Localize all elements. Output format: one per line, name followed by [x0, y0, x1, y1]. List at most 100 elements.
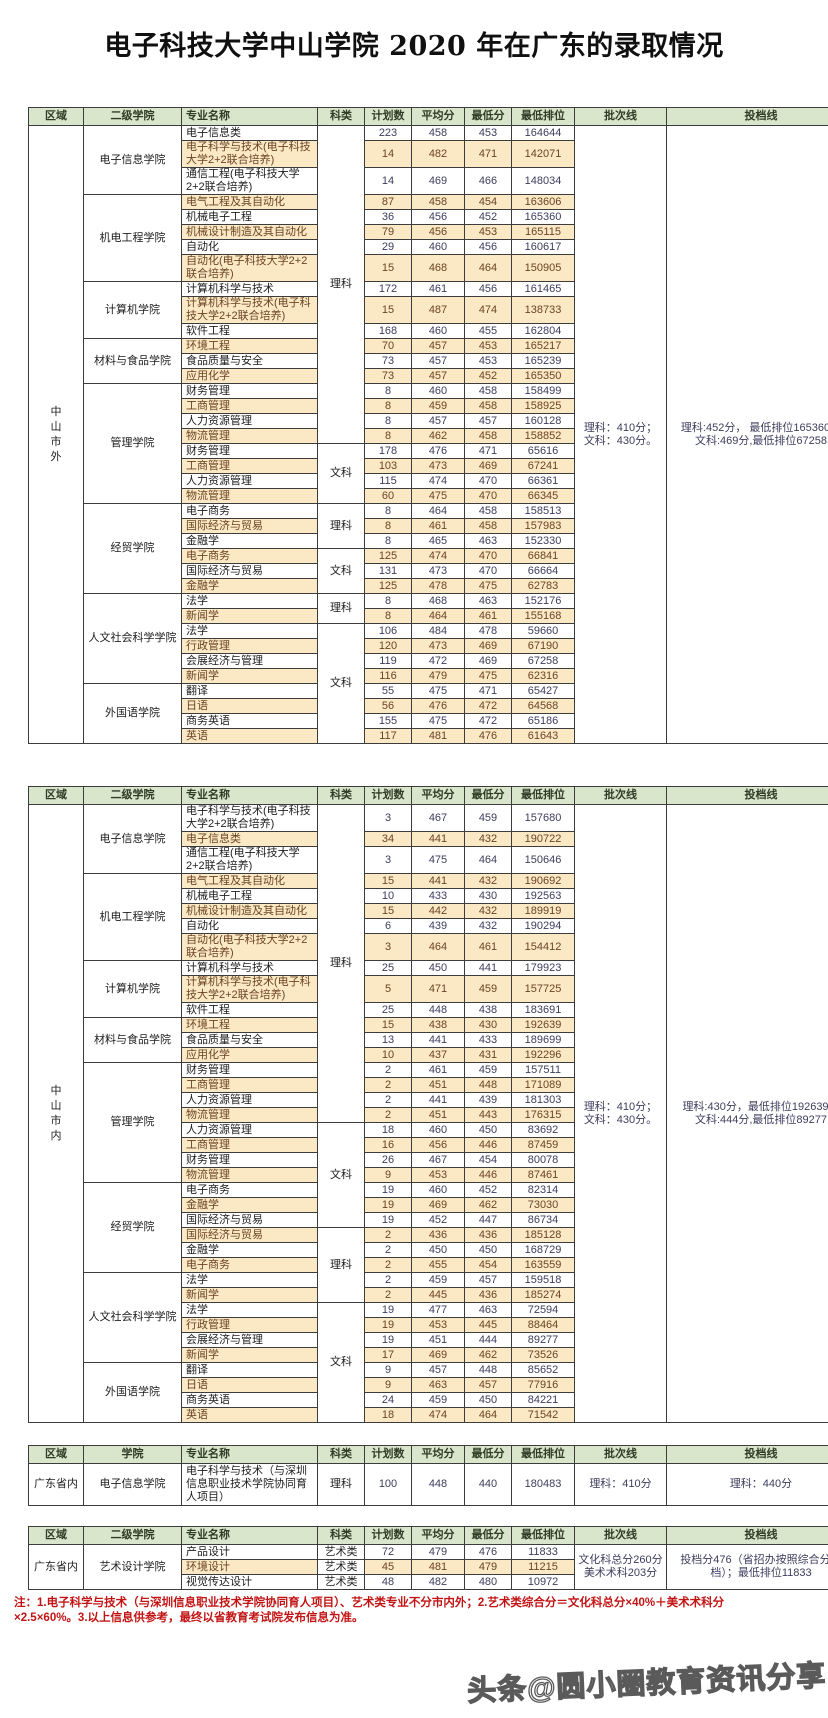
- average-score-cell: 461: [412, 282, 465, 297]
- college-cell: 计算机学院: [84, 282, 182, 339]
- major-cell: 电子科学与技术（与深圳信息职业技术学院协同育人项目）: [182, 1464, 318, 1506]
- plan-count-cell: 103: [365, 459, 412, 474]
- average-score-cell: 464: [412, 609, 465, 624]
- minimum-score-cell: 459: [465, 805, 512, 832]
- average-score-cell: 456: [412, 225, 465, 240]
- minimum-score-cell: 453: [465, 225, 512, 240]
- average-score-cell: 450: [412, 961, 465, 976]
- minimum-rank-cell: 66841: [512, 549, 575, 564]
- minimum-score-cell: 471: [465, 141, 512, 168]
- plan-count-cell: 8: [365, 414, 412, 429]
- major-cell: 软件工程: [182, 1003, 318, 1018]
- minimum-score-cell: 474: [465, 297, 512, 324]
- table-zhongshan-outside: 区域二级学院专业名称科类计划数平均分最低分最低排位批次线投档线中 山 市 外电子…: [28, 107, 807, 744]
- average-score-cell: 476: [412, 699, 465, 714]
- major-cell: 应用化学: [182, 1048, 318, 1063]
- minimum-score-cell: 470: [465, 549, 512, 564]
- minimum-score-cell: 461: [465, 609, 512, 624]
- minimum-score-cell: 436: [465, 1288, 512, 1303]
- minimum-rank-cell: 158852: [512, 429, 575, 444]
- minimum-score-cell: 458: [465, 384, 512, 399]
- average-score-cell: 482: [412, 1575, 465, 1590]
- admissions-grid: 区域二级学院专业名称科类计划数平均分最低分最低排位批次线投档线广东省内艺术设计学…: [28, 1526, 828, 1590]
- column-header: 投档线: [667, 1527, 828, 1545]
- minimum-rank-cell: 142071: [512, 141, 575, 168]
- major-cell: 物流管理: [182, 1168, 318, 1183]
- average-score-cell: 459: [412, 1393, 465, 1408]
- major-cell: 会展经济与管理: [182, 1333, 318, 1348]
- minimum-rank-cell: 158925: [512, 399, 575, 414]
- average-score-cell: 473: [412, 459, 465, 474]
- average-score-cell: 450: [412, 1243, 465, 1258]
- column-header: 科类: [318, 108, 365, 126]
- subject-category-cell: 理科: [318, 504, 365, 549]
- table-guangdong-cooperative: 区域学院专业名称科类计划数平均分最低分最低排位批次线投档线广东省内电子信息学院电…: [28, 1445, 807, 1506]
- minimum-rank-cell: 168729: [512, 1243, 575, 1258]
- column-header: 批次线: [575, 1527, 667, 1545]
- batch-line-cell: 文化科总分260分 美术术科203分: [575, 1545, 667, 1590]
- average-score-cell: 451: [412, 1108, 465, 1123]
- minimum-score-cell: 452: [465, 1183, 512, 1198]
- minimum-rank-cell: 165217: [512, 339, 575, 354]
- average-score-cell: 473: [412, 639, 465, 654]
- minimum-rank-cell: 152330: [512, 534, 575, 549]
- plan-count-cell: 9: [365, 1363, 412, 1378]
- average-score-cell: 461: [412, 1063, 465, 1078]
- minimum-rank-cell: 86734: [512, 1213, 575, 1228]
- plan-count-cell: 8: [365, 384, 412, 399]
- plan-count-cell: 178: [365, 444, 412, 459]
- region-cell: 中 山 市 外: [29, 126, 84, 744]
- plan-count-cell: 15: [365, 874, 412, 889]
- college-cell: 机电工程学院: [84, 195, 182, 282]
- footnote-line-1: 注：1.电子科学与技术（与深圳信息职业技术学院协同育人项目）、艺术类专业不分市内…: [14, 1596, 812, 1611]
- minimum-score-cell: 463: [465, 534, 512, 549]
- minimum-score-cell: 432: [465, 904, 512, 919]
- minimum-score-cell: 455: [465, 324, 512, 339]
- major-cell: 电气工程及其自动化: [182, 195, 318, 210]
- major-cell: 电子信息类: [182, 832, 318, 847]
- column-header: 平均分: [412, 1446, 465, 1464]
- minimum-score-cell: 456: [465, 240, 512, 255]
- column-header: 最低排位: [512, 108, 575, 126]
- major-cell: 法学: [182, 624, 318, 639]
- plan-count-cell: 2: [365, 1228, 412, 1243]
- minimum-rank-cell: 73030: [512, 1198, 575, 1213]
- plan-count-cell: 19: [365, 1318, 412, 1333]
- major-cell: 金融学: [182, 1243, 318, 1258]
- minimum-rank-cell: 162804: [512, 324, 575, 339]
- column-header: 投档线: [667, 787, 828, 805]
- column-header: 区域: [29, 108, 84, 126]
- major-cell: 计算机科学与技术(电子科技大学2+2联合培养): [182, 297, 318, 324]
- average-score-cell: 474: [412, 474, 465, 489]
- plan-count-cell: 6: [365, 919, 412, 934]
- plan-count-cell: 25: [365, 961, 412, 976]
- minimum-score-cell: 454: [465, 1258, 512, 1273]
- college-cell: 外国语学院: [84, 684, 182, 744]
- major-cell: 自动化(电子科技大学2+2联合培养): [182, 934, 318, 961]
- column-header: 区域: [29, 1527, 84, 1545]
- admission-line-cell: 投档分476（省招办按照综合分投档）；最低排位11833: [667, 1545, 828, 1590]
- major-cell: 法学: [182, 1273, 318, 1288]
- minimum-score-cell: 432: [465, 832, 512, 847]
- average-score-cell: 457: [412, 354, 465, 369]
- average-score-cell: 464: [412, 504, 465, 519]
- plan-count-cell: 24: [365, 1393, 412, 1408]
- major-cell: 翻译: [182, 1363, 318, 1378]
- average-score-cell: 475: [412, 684, 465, 699]
- minimum-rank-cell: 181303: [512, 1093, 575, 1108]
- minimum-score-cell: 464: [465, 847, 512, 874]
- plan-count-cell: 55: [365, 684, 412, 699]
- minimum-rank-cell: 157680: [512, 805, 575, 832]
- minimum-score-cell: 464: [465, 255, 512, 282]
- plan-count-cell: 36: [365, 210, 412, 225]
- minimum-score-cell: 450: [465, 1243, 512, 1258]
- minimum-rank-cell: 59660: [512, 624, 575, 639]
- average-score-cell: 468: [412, 594, 465, 609]
- plan-count-cell: 18: [365, 1123, 412, 1138]
- plan-count-cell: 2: [365, 1093, 412, 1108]
- average-score-cell: 472: [412, 654, 465, 669]
- minimum-rank-cell: 158499: [512, 384, 575, 399]
- major-cell: 电子科学与技术(电子科技大学2+2联合培养): [182, 141, 318, 168]
